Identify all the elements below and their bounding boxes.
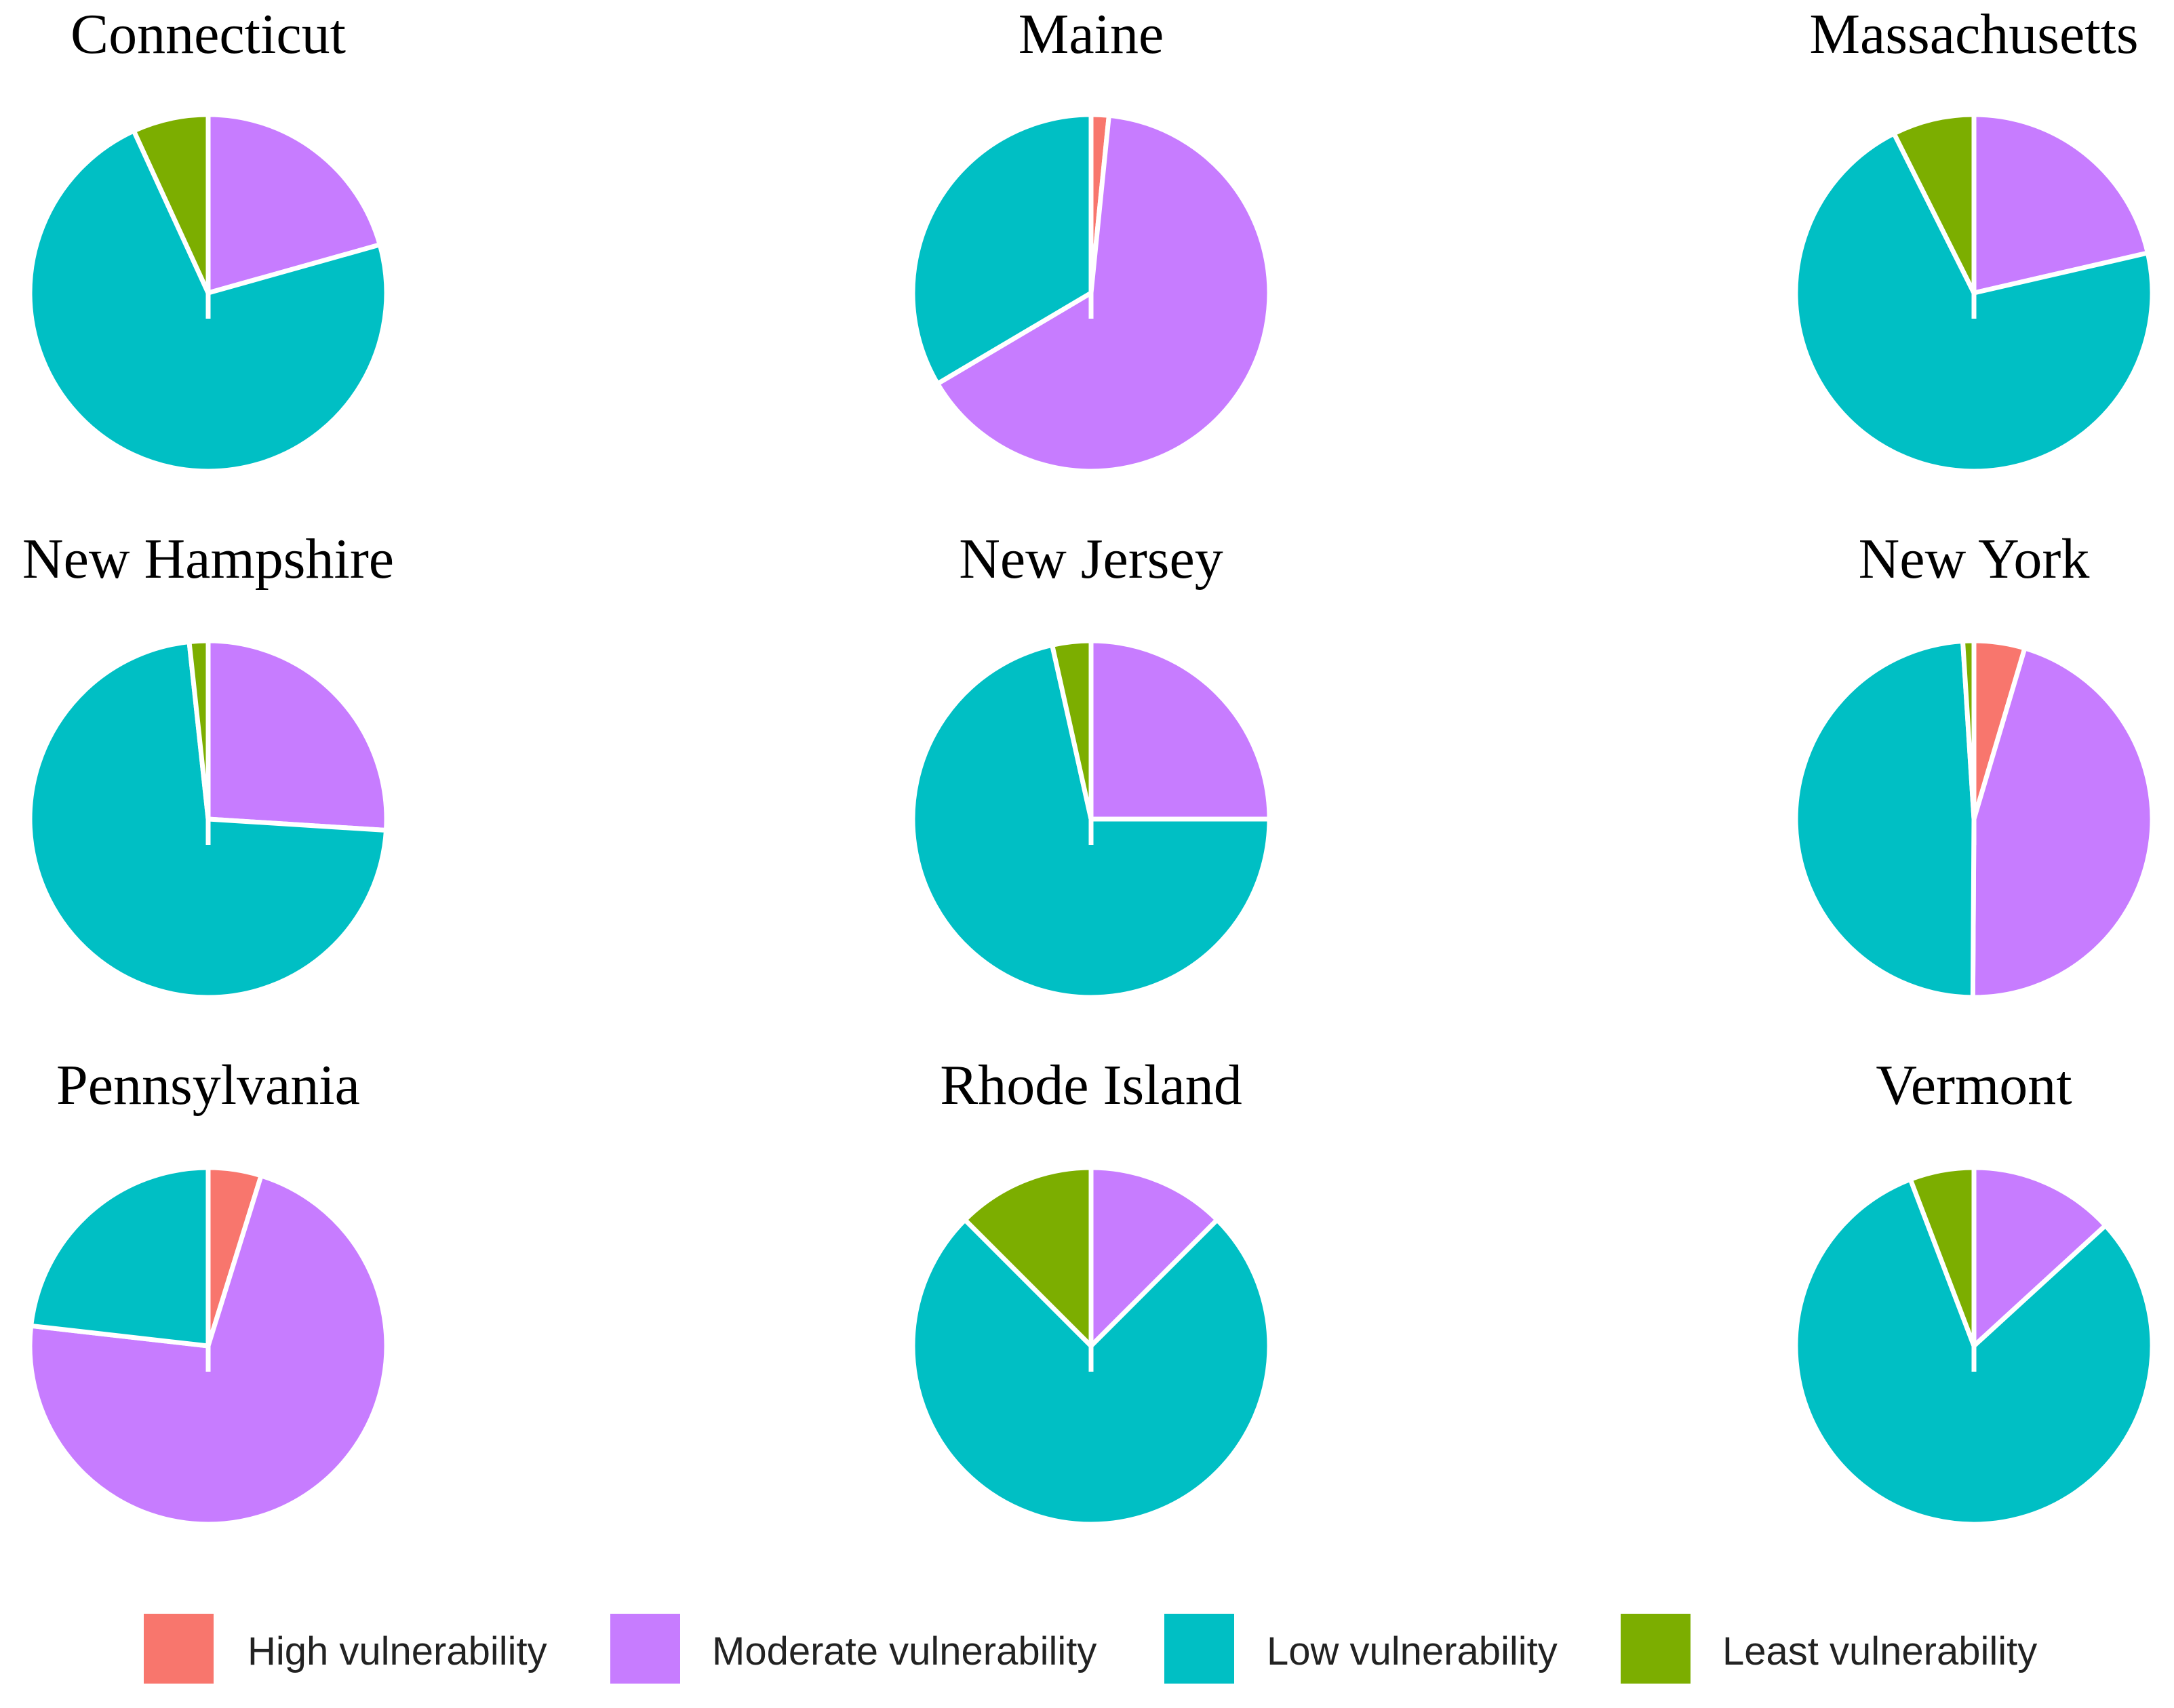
slice-vermont-moderate-vulnerability <box>1971 1165 2108 1349</box>
slice-maine-low-vulnerability <box>910 112 1094 386</box>
slice-massachusetts-least-vulnerability <box>1891 112 1977 296</box>
pie-title-massachusetts: Massachusetts <box>1809 3 2138 66</box>
pie-title-new-hampshire: New Hampshire <box>22 528 394 591</box>
legend: High vulnerability Moderate vulnerability… <box>144 1614 2037 1684</box>
legend-label-least-vulnerability: Least vulnerability <box>1722 1629 2037 1673</box>
pie-pennsylvania: Pennsylvania <box>27 1054 389 1527</box>
legend-item-high-vulnerability: High vulnerability <box>144 1614 547 1684</box>
slice-new-hampshire-least-vulnerability <box>186 638 211 822</box>
slice-massachusetts-moderate-vulnerability <box>1971 112 2150 296</box>
pie-title-vermont: Vermont <box>1876 1054 2072 1117</box>
pie-title-connecticut: Connecticut <box>71 3 346 66</box>
pie-connecticut: Connecticut <box>27 3 389 474</box>
legend-label-high-vulnerability: High vulnerability <box>248 1629 547 1673</box>
slice-new-york-least-vulnerability <box>1960 638 1977 822</box>
legend-label-moderate-vulnerability: Moderate vulnerability <box>712 1629 1096 1673</box>
pie-new-york: New York <box>1793 528 2155 1000</box>
slice-new-york-low-vulnerability <box>1793 639 1977 1000</box>
slice-pennsylvania-low-vulnerability <box>28 1165 211 1349</box>
pie-title-new-jersey: New Jersey <box>959 528 1223 591</box>
slice-connecticut-moderate-vulnerability <box>205 112 382 296</box>
pie-massachusetts: Massachusetts <box>1793 3 2155 474</box>
slice-vermont-least-vulnerability <box>1908 1165 1977 1349</box>
pie-rhode-island: Rhode Island <box>910 1054 1272 1527</box>
pie-title-new-york: New York <box>1859 528 2090 591</box>
pie-title-rhode-island: Rhode Island <box>940 1054 1242 1117</box>
slice-new-hampshire-moderate-vulnerability <box>205 638 389 833</box>
pie-maine: Maine <box>910 3 1272 474</box>
slice-maine-moderate-vulnerability <box>935 113 1272 474</box>
pie-new-jersey: New Jersey <box>910 528 1272 1000</box>
slice-new-jersey-least-vulnerability <box>1050 638 1094 822</box>
legend-item-low-vulnerability: Low vulnerability <box>1164 1614 1558 1684</box>
legend-item-moderate-vulnerability: Moderate vulnerability <box>610 1614 1096 1684</box>
slice-new-jersey-moderate-vulnerability <box>1088 638 1272 822</box>
slice-rhode-island-low-vulnerability <box>910 1217 1272 1527</box>
legend-swatch-least-vulnerability <box>1621 1614 1691 1684</box>
pies-layer: Connecticut Maine Massachusetts New Hampshi… <box>22 3 2155 1527</box>
legend-swatch-moderate-vulnerability <box>610 1614 680 1684</box>
pie-new-hampshire: New Hampshire <box>22 528 394 1000</box>
legend-swatch-low-vulnerability <box>1164 1614 1234 1684</box>
legend-swatch-high-vulnerability <box>144 1614 214 1684</box>
pie-title-maine: Maine <box>1019 3 1164 66</box>
pie-title-pennsylvania: Pennsylvania <box>56 1054 360 1117</box>
legend-item-least-vulnerability: Least vulnerability <box>1621 1614 2037 1684</box>
slice-rhode-island-moderate-vulnerability <box>1088 1165 1220 1349</box>
slice-new-york-moderate-vulnerability <box>1970 646 2155 1000</box>
legend-label-low-vulnerability: Low vulnerability <box>1267 1629 1558 1673</box>
pie-vermont: Vermont <box>1793 1054 2155 1527</box>
slice-connecticut-least-vulnerability <box>131 112 211 296</box>
slice-rhode-island-least-vulnerability <box>962 1165 1094 1349</box>
